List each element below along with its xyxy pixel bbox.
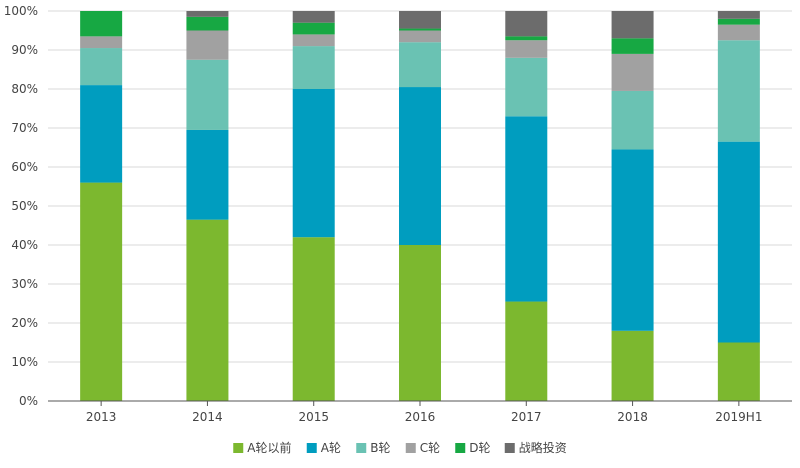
bar-segment-b [505, 57, 548, 117]
legend-swatch [405, 443, 416, 453]
bar-segment-d [399, 28, 441, 31]
legend-swatch [356, 443, 367, 453]
legend-item-d: D轮 [455, 441, 491, 455]
bar-segment-a [399, 245, 441, 401]
legend-swatch [455, 443, 466, 453]
bar-segment-a [292, 237, 335, 401]
bar-segment-a [186, 129, 229, 220]
bar-stack-2015 [292, 11, 335, 401]
bar-segment-c [80, 36, 123, 49]
x-tick-label: 2018 [617, 410, 648, 424]
bar-segment-a [80, 182, 123, 401]
legend-label: C轮 [420, 441, 440, 455]
legend-item-a: A轮以前 [233, 440, 291, 455]
x-tick-label: 2013 [86, 410, 117, 424]
legend-item-c: C轮 [405, 441, 440, 455]
bar-segment-s5 [186, 11, 229, 17]
bar-stack-2014 [186, 11, 229, 401]
legend-label: A轮以前 [247, 440, 291, 455]
bar-segment-b [292, 46, 335, 89]
legend-label: D轮 [469, 441, 490, 455]
y-tick-label: 0% [19, 394, 38, 408]
bar-segment-s5 [717, 11, 760, 19]
bar-stack-2017 [505, 11, 548, 401]
legend-label: B轮 [370, 441, 390, 455]
legend-label: 战略投资 [519, 440, 567, 455]
bar-segment-s5 [505, 11, 548, 37]
legend-label: A轮 [321, 441, 341, 455]
x-tick-label: 2014 [192, 410, 223, 424]
bar-segment-c [292, 34, 335, 47]
bar-segment-s5 [399, 11, 441, 29]
x-tick-label: 2016 [405, 410, 436, 424]
bar-segment-b [611, 90, 654, 150]
bar-stack-2013 [80, 11, 123, 401]
bar-segment-b [717, 40, 760, 142]
legend: A轮以前 A轮 B轮 C轮 D轮 战略投资 [233, 440, 567, 455]
bar-segment-a [80, 85, 123, 183]
bar-segment-d [186, 16, 229, 31]
bar-segment-c [611, 53, 654, 91]
bar-stacks [80, 11, 760, 401]
bar-segment-b [399, 42, 441, 88]
bar-segment-a [717, 342, 760, 401]
x-tick-label: 2019H1 [715, 410, 762, 424]
bar-segment-c [186, 30, 229, 60]
bar-segment-d [505, 36, 548, 41]
bar-segment-c [717, 24, 760, 41]
bar-stack-2018 [611, 11, 654, 401]
legend-swatch [306, 443, 317, 453]
y-tick-label: 30% [11, 277, 38, 291]
legend-item-s5: 战略投资 [504, 440, 567, 455]
bar-stack-2019h1 [717, 11, 760, 401]
y-tick-label: 10% [11, 355, 38, 369]
y-tick-label: 20% [11, 316, 38, 330]
bar-segment-a [611, 149, 654, 331]
bar-segment-a [186, 219, 229, 401]
x-tick-label: 2017 [511, 410, 542, 424]
legend-swatch [504, 443, 515, 453]
legend-item-a: A轮 [306, 441, 341, 455]
bar-segment-d [80, 11, 123, 37]
bar-segment-b [80, 48, 123, 86]
bar-segment-a [505, 301, 548, 401]
y-tick-label: 90% [11, 43, 38, 57]
y-tick-label: 70% [11, 121, 38, 135]
bar-segment-d [611, 38, 654, 54]
bar-stack-2016 [399, 11, 441, 401]
x-tick-label: 2015 [298, 410, 329, 424]
y-tick-label: 40% [11, 238, 38, 252]
bar-segment-c [505, 40, 548, 58]
bar-segment-a [505, 116, 548, 302]
y-tick-label: 50% [11, 199, 38, 213]
y-tick-label: 100% [4, 4, 38, 18]
bar-segment-d [717, 18, 760, 25]
legend-swatch [233, 443, 244, 453]
bar-segment-a [717, 141, 760, 343]
bar-segment-c [399, 30, 441, 43]
axes: 0% 10% 20% 30% 40% 50% 60% 70% 80% 90% 100% 2013 201… [4, 4, 792, 424]
bar-segment-d [292, 22, 335, 35]
bar-segment-s5 [611, 11, 654, 39]
legend-item-b: B轮 [356, 441, 390, 455]
bar-segment-a [611, 330, 654, 401]
y-tick-label: 60% [11, 160, 38, 174]
y-tick-label: 80% [11, 82, 38, 96]
bar-segment-s5 [292, 11, 335, 23]
bar-segment-a [399, 87, 441, 245]
bar-segment-a [292, 89, 335, 238]
bar-segment-b [186, 59, 229, 130]
